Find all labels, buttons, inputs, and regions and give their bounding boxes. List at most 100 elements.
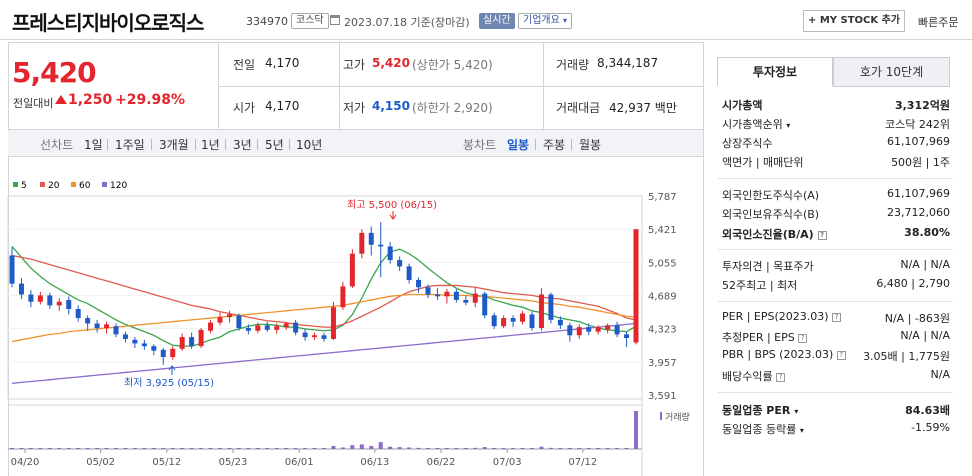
realtime-button[interactable]: 실시간 [479,13,515,29]
par-label: 액면가 | 매매단위 [722,156,804,169]
tab-1w[interactable]: 1주일 [115,138,145,152]
volume-bar [596,448,601,449]
candle-body [264,325,270,330]
volume-bar [161,448,166,449]
candle-body [75,309,81,319]
ma20-line [11,254,637,328]
ma120-line [11,322,637,384]
volume-bar [586,448,591,449]
volume-bar [397,447,402,449]
divider [703,42,704,476]
amount-label: 거래대금 [556,101,601,115]
divider [225,139,226,150]
volume-bar [407,447,412,449]
volume-bar [435,448,440,449]
help-icon[interactable]: ? [832,312,842,322]
tab-hoga[interactable]: 호가 10단계 [833,57,950,87]
tab-daily[interactable]: 일봉 [507,138,530,152]
candle-body [293,322,299,333]
volume-legend-label: 거래량 [665,411,690,423]
candle-body [170,348,176,358]
y-tick-label: 3,591 [648,391,677,402]
x-tick-label: 05/12 [152,457,181,468]
candle-body [538,294,544,329]
x-tick-labels: 04/20 05/02 05/12 05/23 06/01 06/13 06/22 07/03… [11,457,598,468]
tab-1d[interactable]: 1일 [84,138,103,152]
tab-weekly[interactable]: 주봉 [543,138,566,152]
candle-body [236,315,242,329]
legend-label-ma120: 120 [110,181,127,191]
candle-body [605,325,611,330]
candle-body [274,326,280,330]
y-tick-label: 4,323 [648,325,677,336]
tab-monthly[interactable]: 월봉 [579,138,602,152]
arrow-down-icon [389,214,397,220]
corp-info-label: 기업개요 [523,15,560,26]
volume-bar [132,448,137,449]
help-icon[interactable]: ? [776,372,786,382]
candle-body [453,291,459,300]
low-value: 4,150 [372,99,410,113]
market-cap-rank-label[interactable]: 시가총액순위 ▾ [722,118,791,131]
date-text: 2023.07.18 기준(장마감) [344,16,470,29]
tab-1y[interactable]: 1년 [201,138,220,152]
opinion-value: N/A | N/A [900,258,950,271]
divider [718,249,953,250]
help-icon[interactable]: ? [798,333,808,343]
candle-body [349,253,355,287]
shares-value: 61,107,969 [887,135,950,148]
tab-3y[interactable]: 3년 [233,138,252,152]
divider [219,86,703,87]
high-value: 5,420 [372,56,410,70]
x-tick-label: 07/12 [568,457,597,468]
candle-body [567,325,573,336]
industry-change-value: -1.59% [911,421,950,434]
tab-5y[interactable]: 5년 [265,138,284,152]
candle-body [368,232,374,245]
volume-bar [236,448,241,449]
week52-value: 6,480 | 2,790 [876,277,950,290]
candle-body [340,286,346,308]
volume-bar [274,448,279,449]
candle-body [397,260,403,267]
divider [8,42,703,43]
add-mystock-button[interactable]: + MY STOCK 추가 [803,10,905,32]
stock-name: 프레스티지바이오로직스 [12,11,204,35]
x-tick-label: 07/03 [493,457,522,468]
candle-body [586,327,592,332]
help-icon[interactable]: ? [817,230,827,240]
divider [543,42,544,129]
candle-body [85,318,91,324]
volume-bar [227,448,232,449]
volume-bar [170,448,175,449]
volume-bar [255,448,260,449]
volume-bar [180,448,185,449]
candle-body [614,325,620,335]
divider [195,139,196,150]
help-icon[interactable]: ? [836,350,846,360]
volume-bar [530,448,534,449]
y-tick-label: 4,689 [648,292,677,303]
tab-10y[interactable]: 10년 [296,138,323,152]
volume-bar [558,448,563,449]
foreign-rate-value: 38.80% [904,226,950,239]
candle-body [491,315,497,327]
tab-invest-info[interactable]: 투자정보 [717,57,833,87]
low-label: 저가 [343,101,366,115]
candle-body [255,325,261,331]
volume-value: 8,344,187 [597,56,659,70]
candle-body [444,291,450,297]
volume-bar [85,448,90,449]
tab-3m[interactable]: 3개월 [159,138,189,152]
volume-bar [199,448,204,449]
volume-bar [482,447,487,449]
corp-info-dropdown[interactable]: 기업개요 ▾ [518,13,573,29]
quick-order-link[interactable]: 빠른주문 [918,16,959,29]
candles [9,222,639,365]
candle-body [28,294,34,302]
candle-body [94,323,100,329]
candle-body [434,294,440,297]
price-chart: 5 20 60 120 5,787 5,421 5,055 4,689 4,323 3,9… [7,181,690,476]
divider [718,392,953,393]
candle-body [510,318,516,322]
